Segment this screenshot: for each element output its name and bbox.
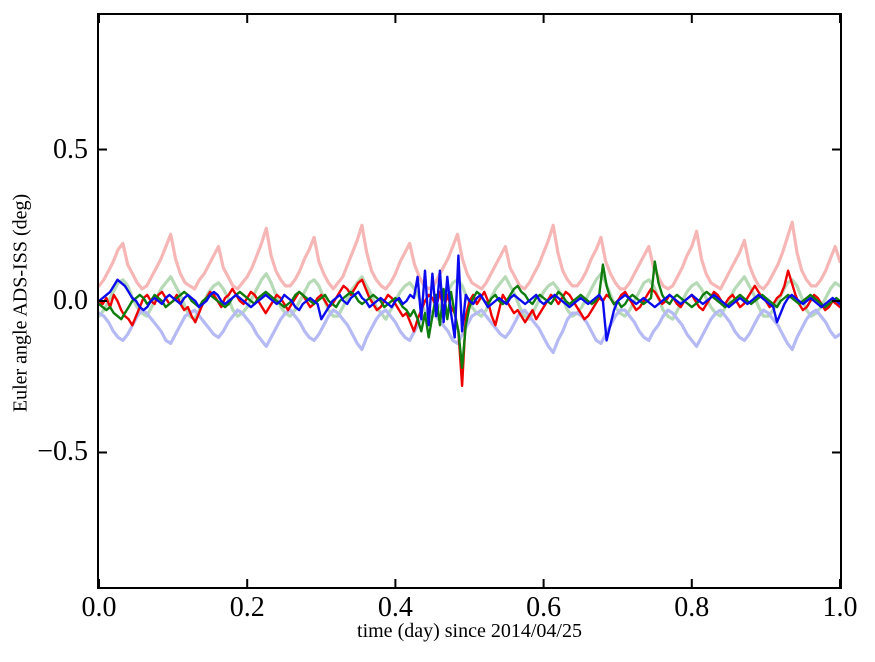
series-green <box>99 260 840 369</box>
series-blue <box>99 254 840 342</box>
series-light-red <box>99 220 840 291</box>
y-tick-label: −0.5 <box>37 436 88 468</box>
plot-area <box>97 13 842 589</box>
x-axis-label: time (day) since 2014/04/25 <box>357 620 582 642</box>
y-axis-label: Euler angle ADS-ISS (deg) <box>9 193 32 413</box>
series-light-blue <box>99 308 840 355</box>
series-svg <box>99 15 840 587</box>
y-tick-label: 0.5 <box>53 133 88 165</box>
